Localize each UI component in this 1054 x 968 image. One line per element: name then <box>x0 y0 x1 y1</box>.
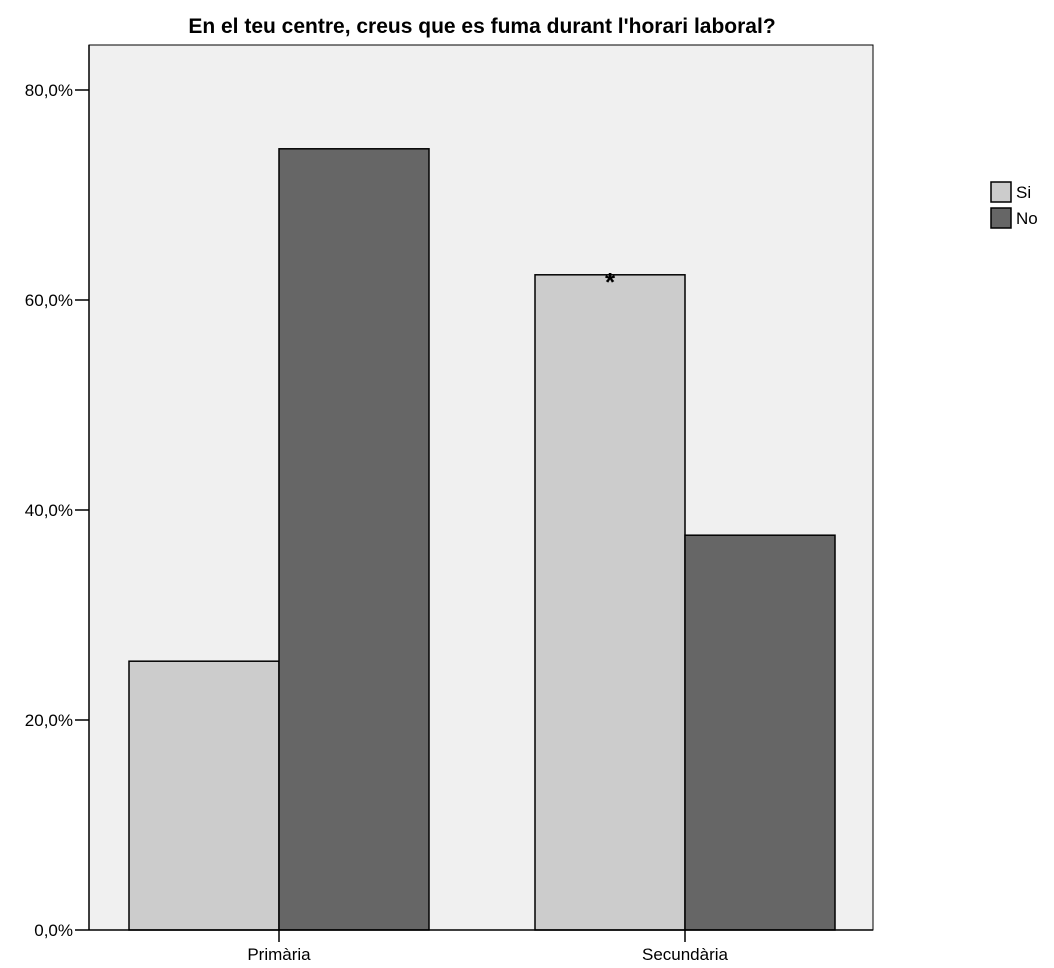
legend-swatch-no <box>990 207 1012 229</box>
y-tick-label: 60,0% <box>25 291 73 310</box>
legend-swatch-si <box>990 181 1012 203</box>
chart-title: En el teu centre, creus que es fuma dura… <box>188 15 775 38</box>
bar-primaria-no <box>278 148 430 931</box>
bars-layer <box>128 148 836 931</box>
x-tick-label: Primària <box>247 945 311 964</box>
y-tick-label: 40,0% <box>25 501 73 520</box>
significance-annotation: * <box>605 267 616 297</box>
legend: Si No <box>990 181 1038 229</box>
bar-secundaria-si <box>534 274 686 931</box>
bar-secundaria-no <box>684 534 836 931</box>
y-tick-label: 20,0% <box>25 711 73 730</box>
annotations: * <box>605 267 616 297</box>
bar-primaria-si <box>128 660 280 931</box>
x-tick-label: Secundària <box>642 945 729 964</box>
legend-label-si: Si <box>1016 183 1031 202</box>
y-tick-label: 80,0% <box>25 81 73 100</box>
y-tick-label: 0,0% <box>34 921 73 940</box>
axis-layer: 0,0% 20,0% 40,0% 60,0% 80,0% Primària Secundàr… <box>25 45 873 964</box>
legend-label-no: No <box>1016 209 1038 228</box>
